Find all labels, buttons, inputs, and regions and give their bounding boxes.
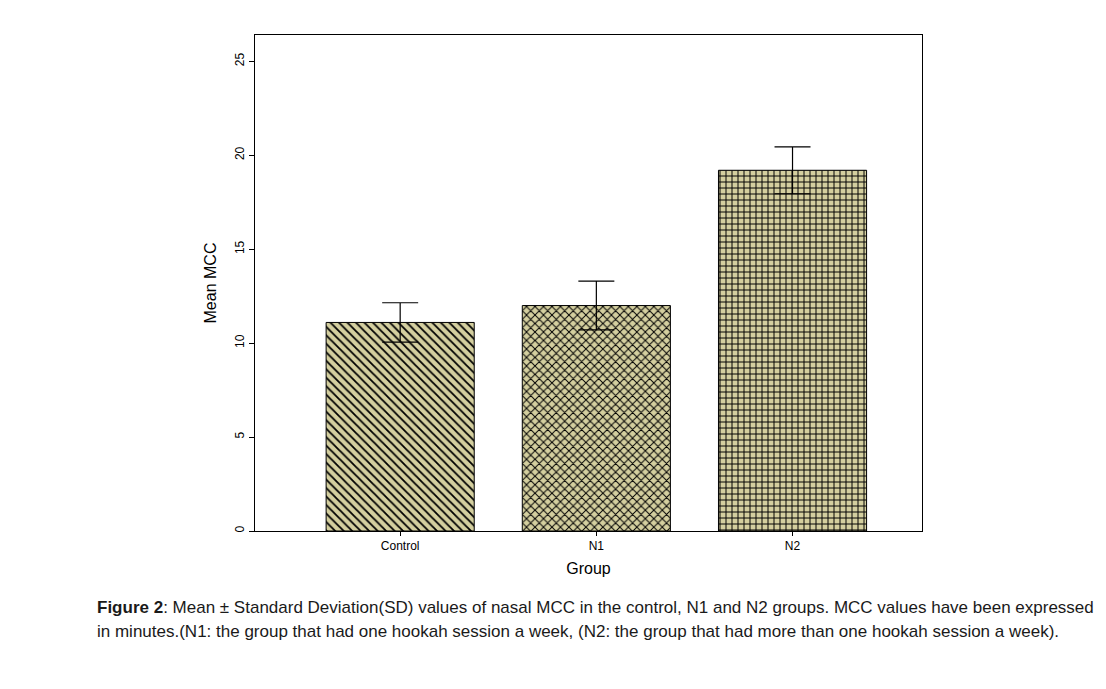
svg-text:Mean MCC: Mean MCC: [202, 243, 219, 324]
svg-text:Group: Group: [566, 560, 611, 577]
svg-text:25: 25: [233, 53, 247, 67]
svg-text:Control: Control: [381, 539, 420, 553]
svg-text:N1: N1: [589, 539, 605, 553]
svg-text:5: 5: [233, 432, 247, 439]
svg-text:10: 10: [233, 334, 247, 348]
svg-text:20: 20: [233, 146, 247, 160]
svg-text:15: 15: [233, 240, 247, 254]
html-text:Figure 2: Mean ± Standard Devi: Figure 2: Mean ± Standard Deviation(SD) …: [97, 598, 1094, 641]
svg-text:N2: N2: [785, 539, 801, 553]
svg-text:0: 0: [233, 526, 247, 533]
